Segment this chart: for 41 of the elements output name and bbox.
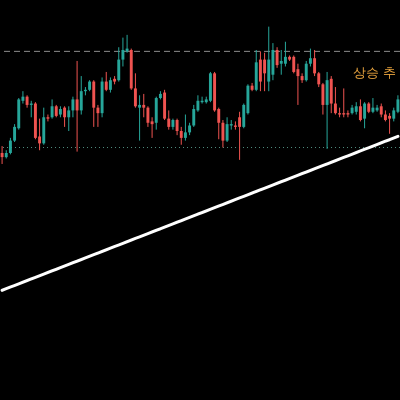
candlestick [350, 104, 354, 116]
candlestick [300, 72, 304, 84]
candlestick [221, 120, 224, 148]
candlestick [108, 76, 112, 94]
candlestick [121, 37, 124, 67]
candlestick [284, 41, 287, 67]
candlestick [226, 116, 229, 142]
candlestick [88, 80, 92, 92]
candlestick [71, 96, 74, 118]
candlestick [388, 112, 392, 134]
candlestick [334, 86, 337, 116]
candlestick [321, 82, 324, 116]
candlestick [96, 104, 100, 128]
candlestick [76, 60, 79, 152]
candlestick [26, 94, 29, 108]
candlestick [258, 50, 262, 92]
candlestick [8, 137, 12, 155]
candlestick [358, 98, 362, 122]
candlestick [363, 102, 366, 129]
candlestick [0, 146, 4, 164]
candlestick [313, 49, 316, 77]
candlestick [63, 106, 66, 128]
candlestick [188, 122, 192, 136]
candlestick [30, 100, 33, 118]
candlestick [384, 110, 387, 122]
candlestick [176, 118, 179, 136]
candlestick [171, 118, 174, 130]
candlestick [184, 114, 187, 142]
candlestick [138, 94, 142, 142]
candlestick [263, 52, 266, 92]
candlestick [238, 111, 242, 160]
candlestick [50, 98, 54, 120]
candlestick [308, 48, 312, 67]
candlestick [276, 46, 279, 68]
candlestick [342, 88, 346, 118]
candlestick [338, 107, 342, 118]
candlestick [371, 98, 374, 114]
candlestick [134, 72, 137, 108]
candlestick [58, 106, 62, 118]
candlestick [146, 106, 150, 128]
annotation: 상승 추 [352, 66, 396, 81]
